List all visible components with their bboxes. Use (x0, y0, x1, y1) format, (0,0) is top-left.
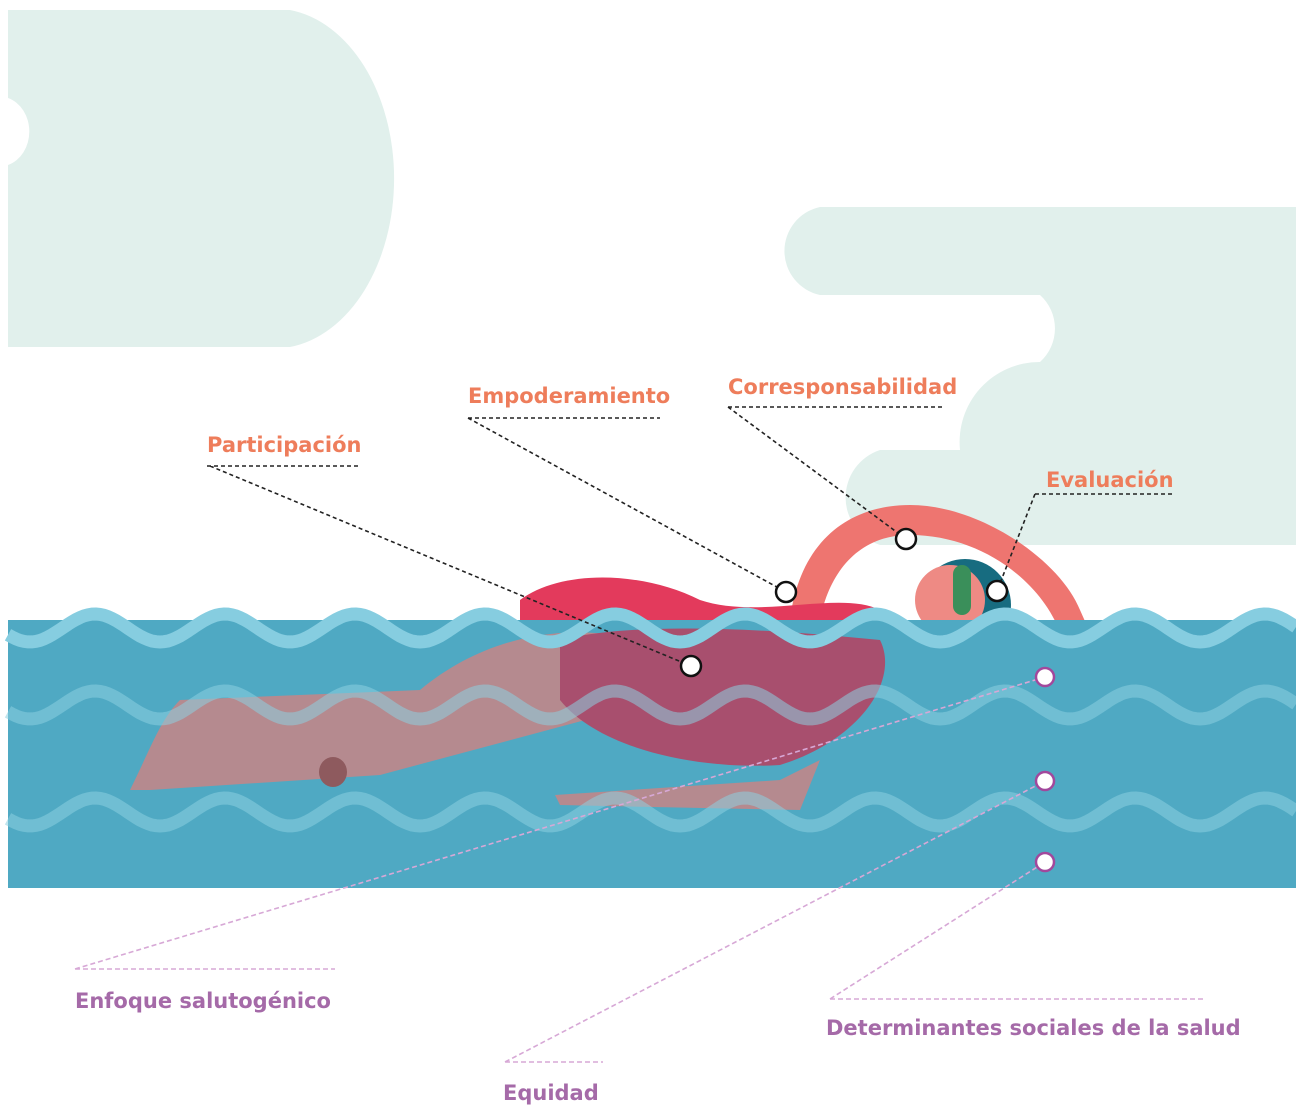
label: Empoderamiento (468, 384, 670, 408)
label: Participación (207, 433, 361, 457)
label: Determinantes sociales de la salud (826, 1016, 1241, 1040)
label: Enfoque salutogénico (75, 989, 331, 1013)
illustration: Participación Empoderamiento Corresponsa… (0, 0, 1296, 1109)
goggles (953, 565, 971, 615)
label: Equidad (503, 1081, 599, 1105)
label: Corresponsabilidad (728, 375, 957, 399)
knee (319, 757, 347, 787)
cloud (8, 10, 394, 347)
label: Evaluación (1046, 468, 1174, 492)
